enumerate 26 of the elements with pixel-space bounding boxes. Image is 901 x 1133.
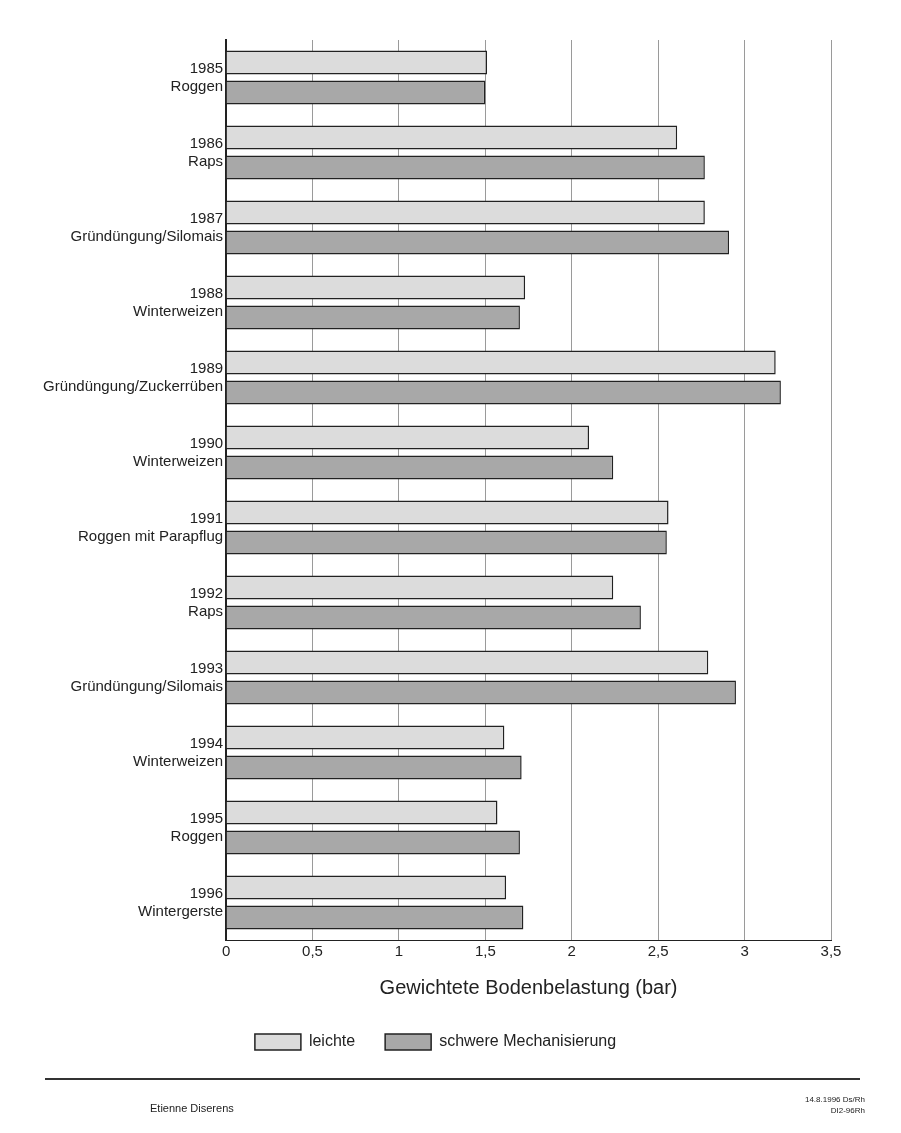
x-axis-title: Gewichtete Bodenbelastung (bar) — [379, 975, 678, 998]
x-tick-label: 3 — [740, 942, 749, 960]
x-tick-label: 1 — [394, 942, 404, 960]
x-tick-label: 1,5 — [474, 942, 496, 960]
y-tick-label: 1991 Roggen mit Parapflug — [78, 508, 224, 544]
legend-label: schwere Mechanisierung — [439, 1032, 617, 1050]
x-tick-label: 0,5 — [302, 942, 323, 960]
y-tick-label: 1992 Raps — [188, 583, 224, 619]
y-tick-label: 1993 Gründüngung/Silomais — [70, 658, 224, 694]
legend-label: leichte — [308, 1032, 356, 1050]
y-tick-label: 1995 Roggen — [170, 808, 224, 844]
y-tick-label: 1987 Gründüngung/Silomais — [70, 208, 224, 244]
text: Etienne Diserens — [150, 1102, 234, 1114]
x-tick-label: 2 — [567, 942, 576, 960]
x-tick-label: 3,5 — [820, 942, 842, 960]
y-tick-label: 1986 Raps — [188, 133, 224, 169]
x-tick-label: 2,5 — [647, 942, 669, 960]
text: DI2-96Rh — [829, 1105, 865, 1116]
y-tick-label: 1988 Winterweizen — [133, 283, 224, 319]
y-tick-label: 1990 Winterweizen — [133, 433, 224, 469]
x-tick-label: 0 — [221, 942, 231, 960]
y-tick-label: 1994 Winterweizen — [133, 733, 224, 769]
y-tick-label: 1996 Wintergerste — [138, 883, 224, 919]
text: 14.8.1996 Ds/Rh — [804, 1094, 865, 1105]
y-tick-label: 1985 Roggen — [170, 58, 224, 94]
y-tick-label: 1989 Gründüngung/Zuckerrüben — [42, 358, 224, 394]
